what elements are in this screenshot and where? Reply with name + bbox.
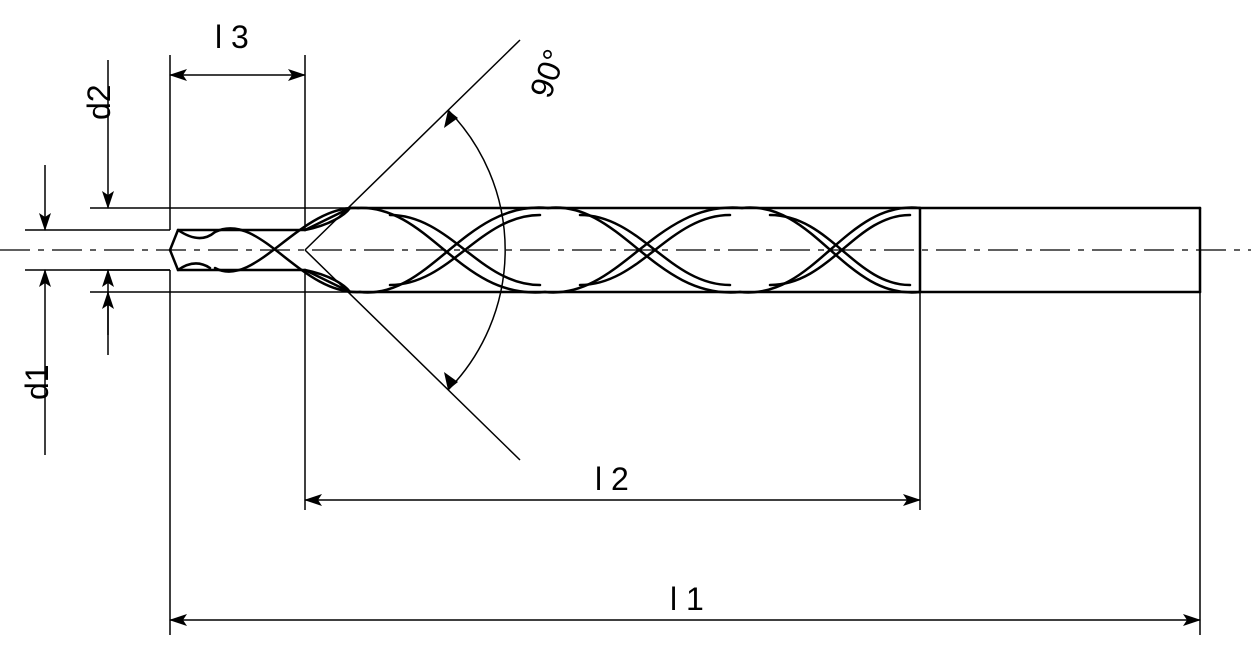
drill-diagram: d1 d2 l 3 l 2 l 1 — [0, 0, 1251, 647]
dim-l3 — [170, 55, 305, 230]
label-l1: l 1 — [670, 581, 704, 617]
label-l3: l 3 — [215, 19, 249, 55]
label-d1: d1 — [19, 364, 55, 400]
dim-d2 — [90, 60, 350, 355]
label-angle: 90° — [523, 45, 573, 103]
label-d2: d2 — [81, 84, 117, 120]
label-l2: l 2 — [595, 461, 629, 497]
